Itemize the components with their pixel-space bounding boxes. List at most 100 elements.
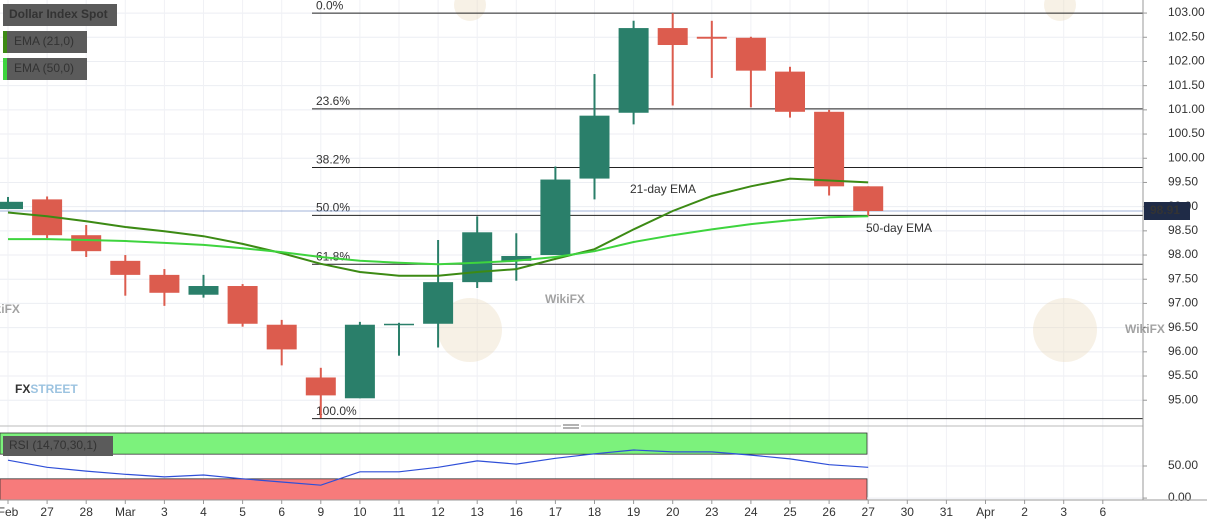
candle-body <box>110 260 141 275</box>
x-tick-label: 25 <box>783 505 797 519</box>
y-tick-label: 96.00 <box>1168 344 1198 358</box>
x-tick-label: 24 <box>744 505 758 519</box>
watermark-logo <box>1033 298 1097 362</box>
brand-logo: FXSTREET <box>15 382 78 396</box>
ema-line <box>7 177 869 277</box>
y-tick-label: 101.00 <box>1168 102 1205 116</box>
x-tick-label: 11 <box>393 505 406 519</box>
x-tick-label: Feb <box>0 505 19 519</box>
x-tick-label: 6 <box>278 505 285 519</box>
x-tick-label: 10 <box>353 505 367 519</box>
y-tick-label: 101.50 <box>1168 78 1205 92</box>
legend-swatch <box>3 58 7 80</box>
legend-box <box>3 58 87 80</box>
last-price-tag <box>1144 202 1190 220</box>
x-tick-label: 2 <box>1021 505 1028 519</box>
rsi-overbought-band <box>0 432 868 455</box>
candle-body <box>0 201 23 210</box>
y-tick-label: 103.00 <box>1168 5 1205 19</box>
ema-line <box>8 215 869 266</box>
candle-body <box>71 235 102 252</box>
x-tick-label: 16 <box>510 505 524 519</box>
watermark-logo <box>1044 0 1076 21</box>
x-tick-label: 26 <box>822 505 836 519</box>
watermark: WikiFX <box>545 292 585 306</box>
annotation: 50-day EMA <box>866 221 932 235</box>
watermark-logo <box>438 298 502 362</box>
watermark-logo <box>454 0 486 21</box>
x-tick-label: 27 <box>862 505 876 519</box>
legend-box <box>3 436 113 456</box>
divider-handle[interactable] <box>561 423 581 430</box>
candle-body <box>814 111 845 187</box>
rsi-tick-label: 50.00 <box>1168 458 1198 472</box>
fib-label: 50.0% <box>316 201 350 215</box>
watermark-layer: WikiFX WikiFX WikiFX FXSTREET <box>0 0 1165 396</box>
x-tick-label: 3 <box>1060 505 1067 519</box>
x-tick-label: Mar <box>115 505 136 519</box>
candle-body <box>540 179 571 256</box>
rsi-tick-label: 0.00 <box>1168 490 1192 504</box>
x-tick-label: 5 <box>239 505 246 519</box>
fib-label: 23.6% <box>316 94 350 108</box>
x-tick-label: 17 <box>549 505 563 519</box>
rsi-oversold-band <box>0 478 868 501</box>
fib-label: 38.2% <box>316 153 350 167</box>
marks-layer: 0.0%23.6%38.2%50.0%61.8%100.0%21-day EMA… <box>0 0 1198 504</box>
brand-fx: FX <box>15 382 30 396</box>
x-tick-label: 9 <box>317 505 324 519</box>
x-tick-label: 18 <box>588 505 602 519</box>
last-price-label: 98.91 <box>1150 203 1180 217</box>
x-tick-label: 6 <box>1099 505 1106 519</box>
y-tick-label: 102.00 <box>1168 54 1205 68</box>
candle-body <box>423 282 454 324</box>
legend-title: Dollar Index Spot <box>9 7 108 21</box>
x-tick-label: 23 <box>705 505 719 519</box>
x-tick-label: 31 <box>940 505 954 519</box>
y-tick-label: 98.00 <box>1168 247 1198 261</box>
candle-body <box>775 71 805 112</box>
y-tick-label: 95.00 <box>1168 392 1198 406</box>
x-tick-label: 13 <box>471 505 485 519</box>
fib-label: 100.0% <box>316 404 357 418</box>
y-tick-label: 99.50 <box>1168 175 1198 189</box>
x-tick-label: 27 <box>40 505 54 519</box>
candle-body <box>696 36 727 39</box>
candle-body <box>462 232 493 283</box>
candle-body <box>579 115 610 179</box>
y-tick-label: 100.00 <box>1168 150 1205 164</box>
legend-box <box>3 4 117 26</box>
candle-body <box>149 274 180 293</box>
legend-box <box>3 31 87 53</box>
candle-body <box>384 323 414 326</box>
watermark: WikiFX <box>0 302 20 316</box>
candle-body <box>227 286 258 324</box>
y-tick-label: 100.50 <box>1168 126 1205 140</box>
x-tick-label: 4 <box>200 505 207 519</box>
candle-body <box>266 324 297 350</box>
y-tick-label: 97.50 <box>1168 271 1198 285</box>
candle-body <box>657 28 688 46</box>
candle-body <box>853 186 884 211</box>
x-tick-label: 20 <box>666 505 680 519</box>
rsi-legend-label: RSI (14,70,30,1) <box>9 438 97 452</box>
candle-body <box>501 256 532 261</box>
legend-swatch <box>3 31 7 53</box>
candle-body <box>305 377 336 396</box>
y-tick-label: 98.50 <box>1168 223 1198 237</box>
x-tick-label: Apr <box>976 505 995 519</box>
fib-label: 0.0% <box>316 0 344 12</box>
x-tick-label: 12 <box>431 505 445 519</box>
y-tick-label: 95.50 <box>1168 368 1198 382</box>
candle-body <box>735 37 766 71</box>
rsi-line <box>7 449 869 486</box>
watermark: WikiFX <box>1125 322 1165 336</box>
legend-label: EMA (50,0) <box>14 61 74 75</box>
candle-body <box>618 28 649 113</box>
x-tick-label: 30 <box>901 505 915 519</box>
y-tick-label: 97.00 <box>1168 296 1198 310</box>
brand-street: STREET <box>30 382 78 396</box>
overlay-layer: 98.91 Dollar Index Spot EMA (21,0) EMA (50,… <box>3 4 1190 456</box>
x-tick-label: 28 <box>80 505 94 519</box>
